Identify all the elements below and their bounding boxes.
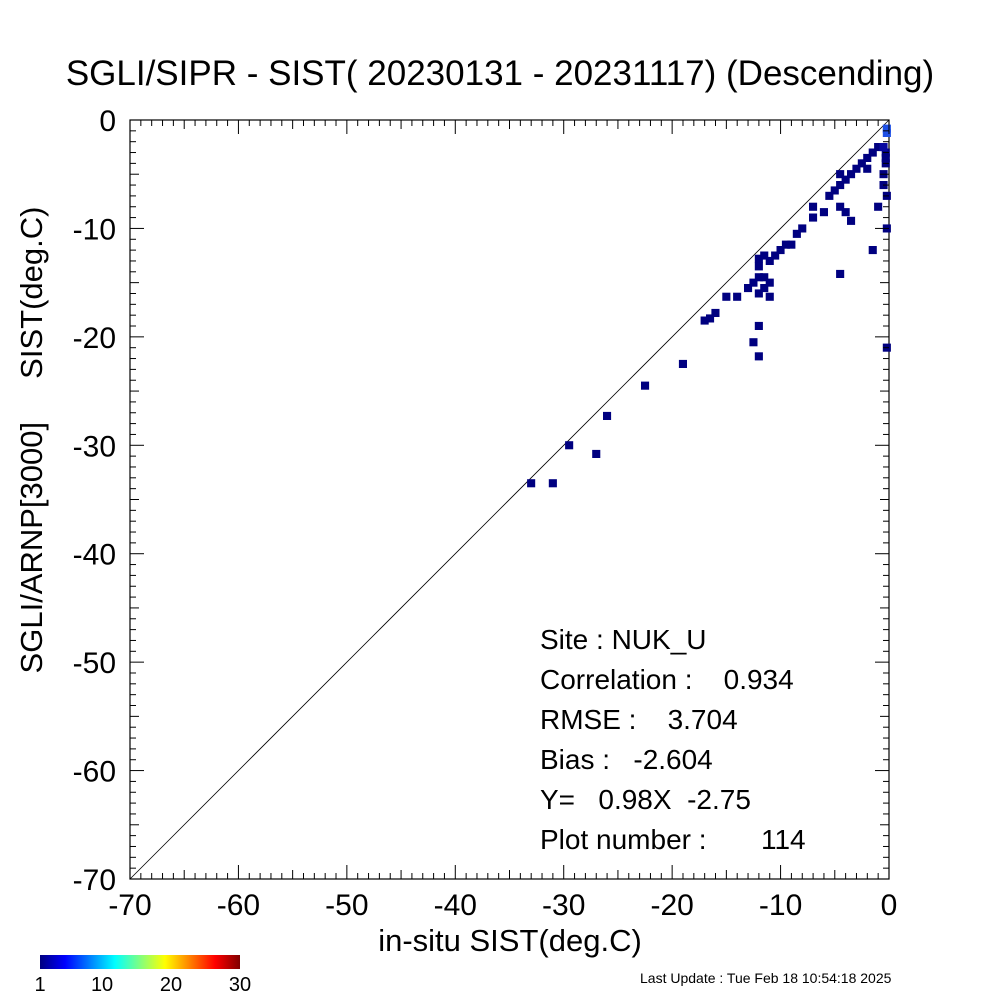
density-cell — [836, 181, 845, 190]
chart-title: SGLI/SIPR - SIST( 20230131 - 20231117) (… — [65, 54, 935, 93]
density-cell — [754, 254, 763, 263]
density-cell — [776, 246, 785, 255]
last-update-label: Last Update : Tue Feb 18 10:54:18 2025 — [640, 970, 892, 986]
density-cell — [733, 292, 742, 301]
density-cell — [836, 269, 845, 278]
rmse-label: RMSE : 3.704 — [540, 704, 738, 735]
site-label: Site : NUK_U — [540, 624, 707, 655]
x-tick-label: 0 — [881, 889, 898, 922]
y-tick-label: -40 — [73, 539, 116, 572]
density-cell — [527, 479, 536, 488]
x-tick-label: -70 — [108, 889, 151, 922]
density-cell — [765, 292, 774, 301]
density-cell — [882, 128, 891, 137]
density-cell — [863, 153, 872, 162]
density-cell — [760, 251, 769, 260]
density-cell — [825, 191, 834, 200]
y-tick-label: -50 — [73, 647, 116, 680]
density-cell — [754, 289, 763, 298]
correlation-label: Correlation : 0.934 — [540, 664, 794, 695]
density-cell — [836, 202, 845, 211]
density-cell — [841, 175, 850, 184]
x-tick-label: -40 — [434, 889, 477, 922]
y-tick-label: -60 — [73, 756, 116, 789]
density-cell — [711, 308, 720, 317]
statistics-panel: Site : NUK_U Correlation : 0.934 RMSE : … — [540, 620, 806, 860]
density-cell — [798, 224, 807, 233]
density-cell — [882, 124, 891, 133]
density-cell — [700, 316, 709, 325]
density-cell — [874, 143, 883, 152]
colorbar — [40, 955, 240, 969]
density-cell — [706, 314, 715, 323]
density-cell — [874, 202, 883, 211]
density-cell — [603, 411, 612, 420]
density-cell — [847, 170, 856, 179]
density-cell — [841, 208, 850, 217]
density-cell — [792, 229, 801, 238]
y-tick-label: -10 — [73, 213, 116, 246]
y-tick-label: -30 — [73, 430, 116, 463]
density-cell — [881, 153, 890, 162]
density-cell — [765, 256, 774, 265]
colorbar-tick-label: 30 — [228, 974, 252, 996]
density-cell — [749, 338, 758, 347]
x-axis-label: in-situ SIST(deg.C) — [378, 923, 642, 958]
y-tick-label: 0 — [99, 105, 116, 138]
density-cell — [863, 164, 872, 173]
density-cell — [836, 170, 845, 179]
bias-label: Bias : -2.604 — [540, 744, 713, 775]
density-cell — [744, 284, 753, 293]
y-axis-label: SGLI/ARNP[3000] SIST(deg.C) — [14, 207, 49, 674]
density-cell — [765, 278, 774, 287]
density-cell — [868, 246, 877, 255]
regression-label: Y= 0.98X -2.75 — [540, 784, 751, 815]
density-cell — [678, 359, 687, 368]
density-cell — [819, 208, 828, 217]
density-cell — [749, 278, 758, 287]
density-cell — [592, 449, 601, 458]
x-tick-label: -60 — [217, 889, 260, 922]
density-cell — [754, 273, 763, 282]
density-cell — [879, 143, 888, 152]
density-cell — [830, 186, 839, 195]
y-tick-label: -70 — [73, 864, 116, 897]
density-cell — [754, 321, 763, 330]
y-tick-label: -20 — [73, 322, 116, 355]
density-cell — [857, 159, 866, 168]
density-cell — [868, 148, 877, 157]
colorbar-tick-label: 10 — [90, 974, 114, 996]
density-cell — [781, 240, 790, 249]
x-tick-label: -50 — [325, 889, 368, 922]
density-cell — [641, 381, 650, 390]
density-cell — [771, 251, 780, 260]
density-cell — [548, 479, 557, 488]
density-cell — [760, 273, 769, 282]
density-cell — [787, 240, 796, 249]
density-cell — [754, 352, 763, 361]
density-cell — [809, 213, 818, 222]
x-tick-label: -10 — [759, 889, 802, 922]
one-to-one-line — [129, 119, 890, 880]
density-cell — [847, 216, 856, 225]
colorbar-tick-label: 20 — [159, 974, 183, 996]
density-cells — [527, 124, 891, 488]
density-cell — [852, 164, 861, 173]
density-cell — [754, 262, 763, 271]
density-cell — [809, 202, 818, 211]
density-cell — [565, 441, 574, 450]
x-tick-label: -30 — [542, 889, 585, 922]
colorbar-tick-label: 1 — [34, 974, 46, 996]
x-tick-label: -20 — [650, 889, 693, 922]
density-cell — [760, 284, 769, 293]
density-cell — [722, 292, 731, 301]
plot-number-label: Plot number : 114 — [540, 824, 806, 855]
